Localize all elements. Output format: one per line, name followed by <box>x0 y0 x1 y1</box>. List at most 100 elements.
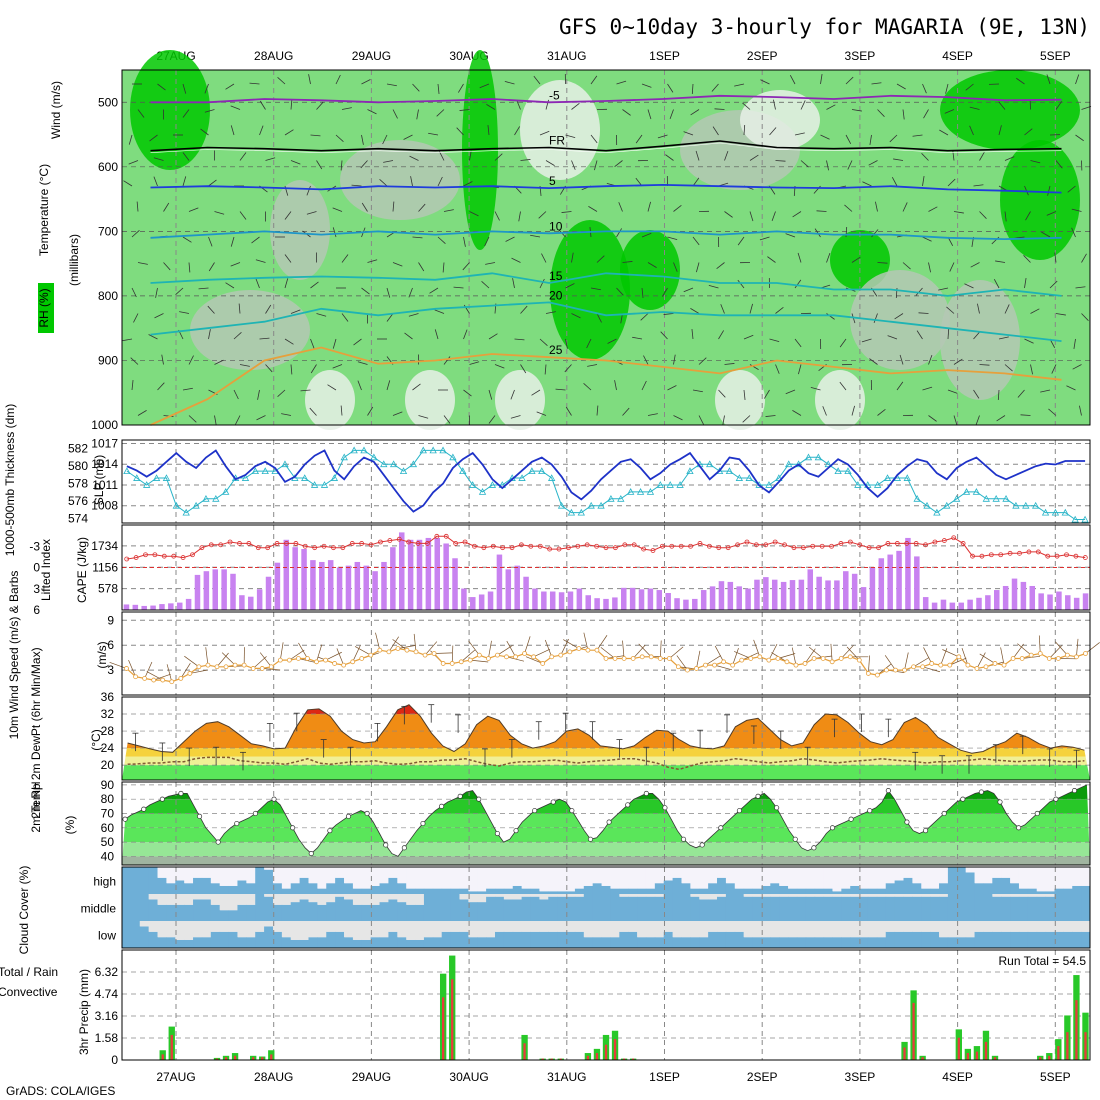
bottom-date-tick-label: 5SEP <box>1040 1070 1071 1084</box>
cloud-clear-low-cell <box>956 921 967 938</box>
wind-barb <box>504 81 515 85</box>
rh-point <box>308 851 314 857</box>
wind-barb <box>518 211 521 222</box>
surface-wind-barb <box>734 651 751 659</box>
slp-point <box>577 508 585 516</box>
cloud-clear-low-cell <box>699 921 709 938</box>
slp-point <box>883 474 892 481</box>
cape-bar <box>665 593 671 610</box>
lifted-point <box>349 541 355 546</box>
wind-point <box>250 666 256 671</box>
wind-barb <box>868 160 878 166</box>
wind-barb <box>1024 128 1033 136</box>
cloud-cover-high-cell <box>761 885 771 894</box>
cloud-clear-middle-cell <box>246 894 256 905</box>
cloud-cover-high-cell <box>859 888 869 894</box>
wind-point <box>549 654 555 660</box>
slp-tick-label: 1017 <box>91 436 118 450</box>
cloud-clear-high-cell <box>930 867 940 889</box>
cloud-clear-high-cell <box>690 867 700 889</box>
wind-barb <box>332 364 343 369</box>
cloud-cover-low-cell <box>654 937 665 948</box>
precip-convective-bar <box>1066 1032 1069 1060</box>
wind-barb <box>531 389 541 396</box>
wind-barb <box>969 106 980 110</box>
cloud-cover-high-cell <box>743 888 754 894</box>
cloud-cover-low-cell <box>548 931 558 948</box>
cloud-cover-middle-cell <box>432 894 443 921</box>
cloud-clear-high-cell <box>441 867 452 889</box>
wind-barb <box>647 201 651 212</box>
wind-point <box>531 654 537 660</box>
cloud-cover-high-cell <box>832 891 842 894</box>
wind-barb <box>816 210 827 212</box>
cloud-cover-low-cell <box>699 937 709 948</box>
wind-barb <box>367 406 374 416</box>
cloud-cover-middle-cell <box>539 899 549 921</box>
slp-point <box>617 494 625 502</box>
wind-point <box>449 661 455 666</box>
cape-bar <box>461 588 467 610</box>
rh-point <box>476 796 482 802</box>
wind-barb <box>616 287 624 296</box>
wind-barb <box>300 389 311 392</box>
cloud-cover-high-cell <box>521 888 532 894</box>
slp-point <box>409 460 418 468</box>
wind-barb <box>820 134 830 140</box>
wind-barb <box>899 354 904 365</box>
wind-barb <box>255 278 260 289</box>
lifted-cape-frame <box>121 524 1091 611</box>
wind-point <box>1010 656 1016 661</box>
wind-point <box>666 656 672 661</box>
cloud-cover-middle-cell <box>423 894 434 921</box>
wind-barb <box>412 236 423 239</box>
precip-convective-bar <box>224 1057 228 1060</box>
cloud-cover-middle-cell <box>361 904 372 921</box>
wind-point <box>865 671 871 676</box>
lifted-point <box>1026 549 1032 555</box>
cloud-clear-middle-cell <box>921 894 931 897</box>
cloud-cover-high-cell <box>397 883 407 894</box>
cloud-cover-high-cell <box>663 880 674 894</box>
cloud-clear-middle-cell <box>628 894 638 897</box>
wind-barb <box>182 83 187 94</box>
cloud-clear-high-cell <box>637 867 647 889</box>
cloud-cover-middle-cell <box>672 894 682 921</box>
cloud-cover-low-cell <box>1001 931 1011 948</box>
cloud-clear-low-cell <box>459 921 469 932</box>
lifted-point <box>866 545 872 551</box>
wind-barb <box>418 203 426 212</box>
thickness-tick-label: 580 <box>68 459 88 473</box>
cloud-clear-middle-cell <box>326 894 336 903</box>
cloud-cover-middle-cell <box>788 896 798 921</box>
surface-wind-barb <box>1000 647 1005 666</box>
cloud-cover-middle-cell <box>450 894 460 921</box>
cloud-clear-high-cell <box>423 867 434 889</box>
wind-barb <box>182 176 187 187</box>
rh-point <box>885 788 891 794</box>
cloud-clear-high-cell <box>1081 867 1091 886</box>
cape-bar <box>905 537 911 610</box>
wind-point <box>368 652 374 658</box>
cloud-clear-low-cell <box>876 921 887 938</box>
wind-barb <box>724 150 729 161</box>
cloud-cover-low-cell <box>1072 931 1082 948</box>
lifted-point <box>284 541 289 546</box>
wind-barb <box>437 176 443 187</box>
temperature-contour-20 <box>150 301 1062 342</box>
surface-wind-barb <box>109 661 127 669</box>
wind-barb <box>361 134 364 145</box>
wind-barb <box>586 338 592 349</box>
slp-point <box>1012 501 1020 509</box>
cloud-cover-high-cell <box>912 883 922 894</box>
wind-barb <box>743 124 746 136</box>
wind-barb <box>742 415 751 423</box>
surface-wind-barb <box>468 640 480 656</box>
cloud-cover-high-cell <box>1063 888 1073 894</box>
cape-bar <box>381 561 387 610</box>
wind-barb <box>361 79 371 85</box>
wind-point <box>359 656 365 661</box>
cloud-clear-middle-cell <box>637 894 647 897</box>
wind-barb <box>902 109 905 120</box>
cloud-cover-low-cell <box>352 939 363 948</box>
